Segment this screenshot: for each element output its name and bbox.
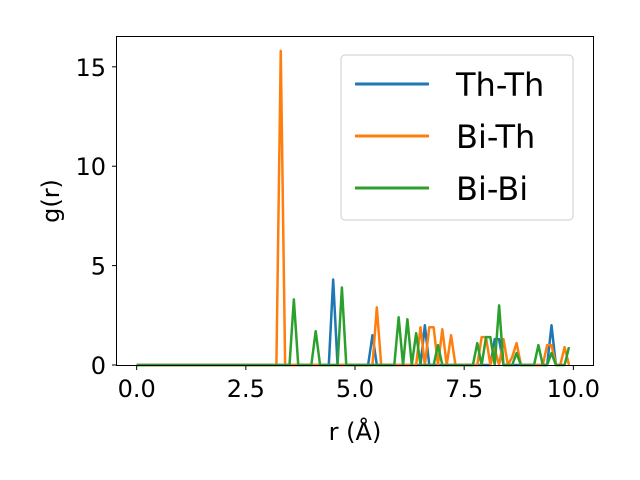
y-axis-ticks: 0 5 10 15 — [75, 54, 117, 380]
y-tick-label: 10 — [75, 153, 106, 181]
legend: Th-Th Bi-Th Bi-Bi — [340, 54, 574, 221]
legend-label-0: Th-Th — [455, 66, 544, 104]
x-tick-label: 10.0 — [547, 375, 600, 403]
legend-label-2: Bi-Bi — [456, 170, 528, 208]
y-tick-label: 0 — [91, 352, 106, 380]
x-tick-label: 7.5 — [445, 375, 483, 403]
x-tick-label: 0.0 — [118, 375, 156, 403]
y-axis-label: g(r) — [37, 179, 65, 223]
y-tick-label: 5 — [91, 253, 106, 281]
y-tick-label: 15 — [75, 54, 106, 82]
x-axis-label: r (Å) — [329, 417, 382, 446]
series-line-2 — [136, 286, 571, 367]
x-tick-label: 5.0 — [336, 375, 374, 403]
x-axis-ticks: 0.0 2.5 5.0 7.5 10.0 — [118, 365, 600, 403]
legend-label-1: Bi-Th — [456, 118, 535, 156]
x-tick-label: 2.5 — [227, 375, 265, 403]
legend-box — [340, 54, 574, 221]
